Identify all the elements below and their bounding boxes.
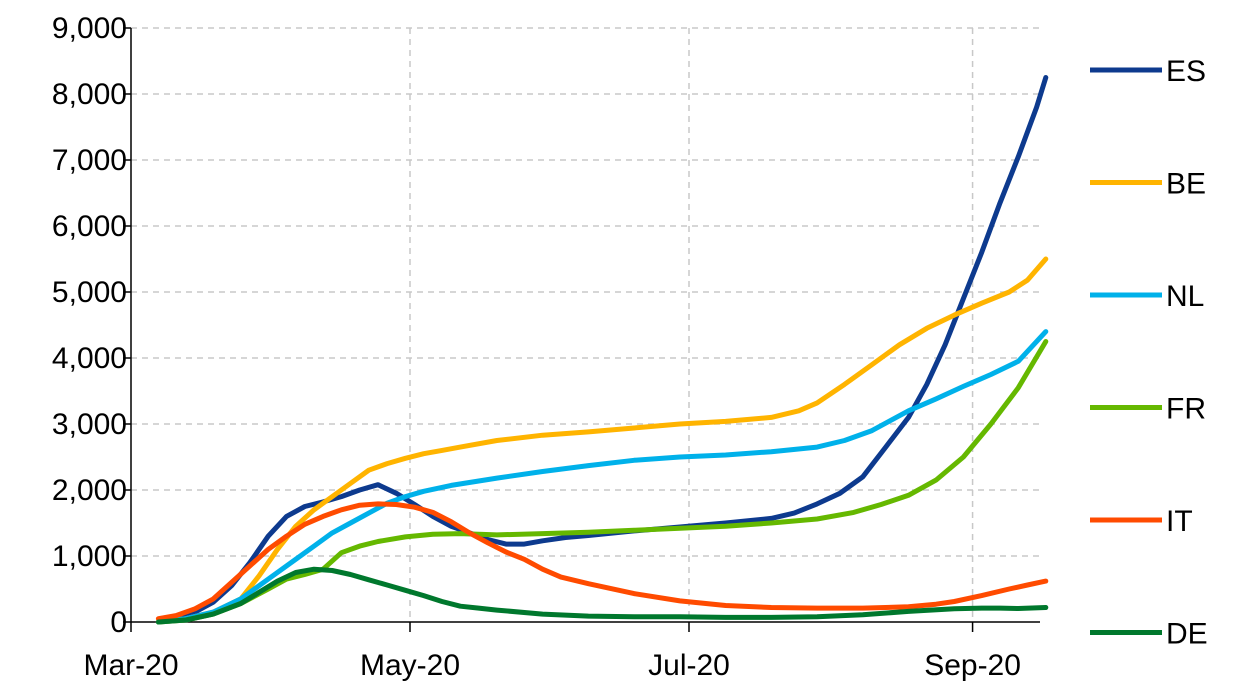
y-tick-label: 6,000 (52, 210, 127, 243)
series-line-de (155, 566, 1049, 625)
series-line-it (155, 501, 1049, 622)
y-tick-label: 1,000 (52, 540, 127, 573)
axes (130, 28, 1040, 623)
x-tick-label: Sep-20 (924, 649, 1021, 682)
series-line-fr (155, 339, 1049, 625)
x-tick-label: May-20 (360, 649, 460, 682)
y-tick-label: 4,000 (52, 342, 127, 375)
legend-label-it: IT (1166, 505, 1193, 538)
legend-label-nl: NL (1166, 280, 1204, 313)
legend-label-es: ES (1166, 55, 1206, 88)
y-tick-label: 7,000 (52, 144, 127, 177)
legend-label-de: DE (1166, 618, 1208, 651)
axis-ticks: 0 1,000 2,000 3,000 4,000 5,000 6,000 7,000 8,00… (52, 12, 1021, 682)
y-tick-label: 2,000 (52, 474, 127, 507)
series-line-es (155, 75, 1049, 625)
series-lines (155, 75, 1049, 625)
legend-label-be: BE (1166, 168, 1206, 201)
y-tick-label: 8,000 (52, 78, 127, 111)
y-tick-label: 0 (110, 606, 127, 639)
legend: ES BE NL FR IT DE (1090, 55, 1208, 651)
y-tick-label: 9,000 (52, 12, 127, 45)
series-line-nl (155, 329, 1049, 625)
y-tick-label: 5,000 (52, 276, 127, 309)
grid-lines (131, 27, 1040, 622)
y-tick-label: 3,000 (52, 408, 127, 441)
x-tick-label: Jul-20 (648, 649, 730, 682)
legend-label-fr: FR (1166, 393, 1206, 426)
series-line-be (155, 256, 1049, 625)
x-tick-label: Mar-20 (83, 649, 178, 682)
